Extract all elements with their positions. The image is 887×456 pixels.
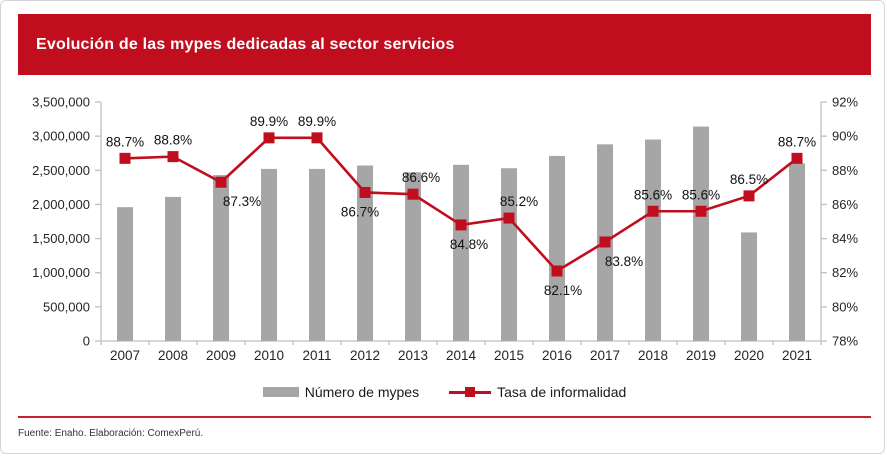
chart-title: Evolución de las mypes dedicadas al sect… (36, 35, 455, 53)
bar-series-swatch (262, 387, 299, 397)
year-label-2007: 2007 (110, 348, 140, 363)
year-label-2009: 2009 (206, 348, 236, 363)
bar-2008 (165, 196, 181, 341)
right-axis-tick-label: 92% (832, 95, 858, 110)
year-label-2014: 2014 (446, 348, 477, 363)
bar-2011 (309, 168, 325, 341)
left-axis-tick-label: 1,000,000 (32, 265, 90, 280)
bar-2015 (501, 168, 517, 341)
left-axis-tick-label: 3,500,000 (32, 95, 90, 110)
right-axis-tick-label: 82% (832, 265, 858, 280)
bar-2018 (645, 139, 661, 341)
point-label-2007: 88.7% (106, 134, 144, 149)
bar-2016 (549, 155, 565, 341)
year-label-2012: 2012 (350, 348, 380, 363)
point-label-2008: 88.8% (154, 133, 192, 148)
year-label-2021: 2021 (782, 348, 812, 363)
left-axis-tick-label: 0 (83, 334, 90, 349)
point-label-2011: 89.9% (298, 114, 336, 129)
point-label-2020: 86.5% (730, 172, 768, 187)
marker-2013 (407, 188, 419, 200)
point-label-2016: 82.1% (544, 283, 582, 298)
year-label-2020: 2020 (734, 348, 764, 363)
x-axis-labels: 2007 2008 2009 2010 2011 2012 2013 2014 2015 2016… (110, 348, 812, 363)
year-label-2011: 2011 (302, 348, 331, 363)
bars-numero-de-mypes (117, 126, 805, 341)
bar-2012 (357, 165, 373, 341)
legend-item-informalidad: Tasa de informalidad (449, 384, 626, 400)
informality-markers (119, 132, 803, 277)
marker-2016 (551, 265, 563, 277)
right-axis-tick-label: 78% (832, 334, 858, 349)
marker-2010 (263, 132, 275, 144)
marker-2017 (599, 236, 611, 248)
right-axis-tick-label: 86% (832, 197, 858, 212)
marker-2011 (311, 132, 323, 144)
year-label-2008: 2008 (158, 348, 188, 363)
left-axis-tick-label: 1,500,000 (32, 231, 90, 246)
marker-2014 (455, 219, 467, 231)
bar-2019 (693, 126, 709, 341)
left-axis-tick-label: 500,000 (43, 299, 90, 314)
legend-item-mypes: Número de mypes (262, 384, 420, 400)
legend-label-informalidad: Tasa de informalidad (497, 384, 627, 400)
right-axis-tick-label: 80% (832, 299, 858, 314)
legend-label-mypes: Número de mypes (304, 384, 420, 400)
marker-2021 (791, 152, 803, 164)
marker-2012 (359, 186, 371, 198)
year-label-2019: 2019 (686, 348, 716, 363)
marker-2007 (119, 152, 131, 164)
left-axis-tick-label: 3,000,000 (32, 129, 90, 144)
point-label-2013: 86.6% (402, 170, 440, 185)
right-axis-tick-label: 88% (832, 163, 858, 178)
right-axis-tick-label: 90% (832, 129, 858, 144)
marker-2019 (695, 205, 707, 217)
chart-area: 0 500,000 1,000,000 1,500,000 2,000,000 2,500… (1, 86, 884, 368)
combo-chart-svg: 0 500,000 1,000,000 1,500,000 2,000,000 2,500… (32, 95, 858, 364)
marker-2015 (503, 212, 515, 224)
point-label-2015: 85.2% (500, 194, 538, 209)
year-label-2010: 2010 (254, 348, 284, 363)
point-label-2014: 84.8% (450, 237, 488, 252)
point-label-2017: 83.8% (605, 254, 643, 269)
marker-2020 (743, 190, 755, 202)
bar-2021 (789, 163, 805, 341)
year-label-2015: 2015 (494, 348, 524, 363)
bar-2010 (261, 168, 277, 341)
point-label-2021: 88.7% (778, 134, 816, 149)
footer-divider-rule (18, 416, 871, 418)
bar-2014 (453, 164, 469, 341)
line-series-swatch (449, 387, 492, 397)
source-note: Fuente: Enaho. Elaboración: ComexPerú. (18, 428, 204, 439)
point-label-2010: 89.9% (250, 114, 288, 129)
point-label-2019: 85.6% (682, 187, 720, 202)
point-label-2012: 86.7% (341, 204, 379, 219)
marker-2009 (215, 176, 227, 188)
left-axis-tick-label: 2,500,000 (32, 163, 90, 178)
marker-2018 (647, 205, 659, 217)
left-axis-labels: 0 500,000 1,000,000 1,500,000 2,000,000 2,500… (32, 95, 90, 349)
right-axis-tick-label: 84% (832, 231, 858, 246)
left-axis-tick-label: 2,000,000 (32, 197, 90, 212)
marker-2008 (167, 151, 179, 163)
chart-legend: Número de mypes Tasa de informalidad (1, 384, 884, 400)
point-label-2009: 87.3% (223, 194, 261, 209)
point-label-2018: 85.6% (634, 187, 672, 202)
bar-2007 (117, 207, 133, 341)
year-label-2013: 2013 (398, 348, 428, 363)
bar-2020 (741, 232, 757, 341)
informality-point-labels: 88.7% 88.8% 87.3% 89.9% 89.9% 86.7% 86.6% 84.8%… (106, 114, 816, 298)
bar-2009 (213, 175, 229, 341)
year-label-2017: 2017 (590, 348, 620, 363)
chart-header-bar: Evolución de las mypes dedicadas al sect… (18, 14, 871, 75)
bar-2013 (405, 172, 421, 341)
year-label-2018: 2018 (638, 348, 668, 363)
year-label-2016: 2016 (542, 348, 572, 363)
right-axis-labels: 78% 80% 82% 84% 86% 88% 90% 92% (832, 95, 858, 349)
